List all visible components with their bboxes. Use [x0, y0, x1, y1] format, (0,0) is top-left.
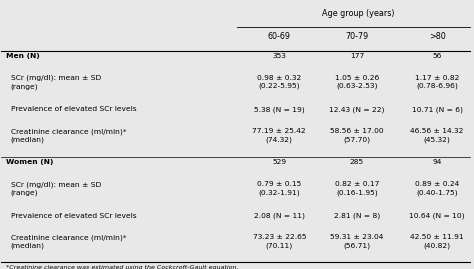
Text: Prevalence of elevated SCr levels: Prevalence of elevated SCr levels [11, 106, 137, 112]
Text: 12.43 (N = 22): 12.43 (N = 22) [329, 106, 385, 113]
Text: 2.08 (N = 11): 2.08 (N = 11) [254, 213, 305, 219]
Text: 73.23 ± 22.65
(70.11): 73.23 ± 22.65 (70.11) [253, 234, 306, 249]
Text: *Creatinine clearance was estimated using the Cockcroft-Gault equation.: *Creatinine clearance was estimated usin… [6, 266, 238, 269]
Text: 285: 285 [350, 160, 364, 165]
Text: 70-79: 70-79 [346, 32, 369, 41]
Text: SCr (mg/dl): mean ± SD
(range): SCr (mg/dl): mean ± SD (range) [11, 181, 101, 196]
Text: Creatinine clearance (ml/min)*
(median): Creatinine clearance (ml/min)* (median) [11, 128, 126, 143]
Text: 58.56 ± 17.00
(57.70): 58.56 ± 17.00 (57.70) [330, 128, 384, 143]
Text: 10.64 (N = 10): 10.64 (N = 10) [409, 213, 465, 219]
Text: 59.31 ± 23.04
(56.71): 59.31 ± 23.04 (56.71) [330, 234, 383, 249]
Text: Men (N): Men (N) [6, 53, 40, 59]
Text: 0.98 ± 0.32
(0.22-5.95): 0.98 ± 0.32 (0.22-5.95) [257, 75, 301, 89]
Text: 0.82 ± 0.17
(0.16-1.95): 0.82 ± 0.17 (0.16-1.95) [335, 181, 379, 196]
Text: 94: 94 [432, 160, 442, 165]
Text: 42.50 ± 11.91
(40.82): 42.50 ± 11.91 (40.82) [410, 234, 464, 249]
Text: 77.19 ± 25.42
(74.32): 77.19 ± 25.42 (74.32) [253, 128, 306, 143]
Text: >80: >80 [428, 32, 446, 41]
Text: Age group (years): Age group (years) [322, 9, 394, 18]
Text: 529: 529 [272, 160, 286, 165]
Text: Women (N): Women (N) [6, 160, 54, 165]
Text: Prevalence of elevated SCr levels: Prevalence of elevated SCr levels [11, 213, 137, 219]
Text: 60-69: 60-69 [268, 32, 291, 41]
Text: Creatinine clearance (ml/min)*
(median): Creatinine clearance (ml/min)* (median) [11, 234, 126, 249]
Text: 56: 56 [432, 53, 442, 59]
Text: 0.79 ± 0.15
(0.32-1.91): 0.79 ± 0.15 (0.32-1.91) [257, 181, 301, 196]
Text: 177: 177 [350, 53, 364, 59]
Text: 0.89 ± 0.24
(0.40-1.75): 0.89 ± 0.24 (0.40-1.75) [415, 181, 459, 196]
Text: 46.56 ± 14.32
(45.32): 46.56 ± 14.32 (45.32) [410, 128, 464, 143]
Text: 353: 353 [273, 53, 286, 59]
Text: 10.71 (N = 6): 10.71 (N = 6) [411, 106, 463, 113]
Text: 2.81 (N = 8): 2.81 (N = 8) [334, 213, 380, 219]
Text: 1.05 ± 0.26
(0.63-2.53): 1.05 ± 0.26 (0.63-2.53) [335, 75, 379, 89]
Text: 1.17 ± 0.82
(0.78-6.96): 1.17 ± 0.82 (0.78-6.96) [415, 75, 459, 89]
Text: SCr (mg/dl): mean ± SD
(range): SCr (mg/dl): mean ± SD (range) [11, 75, 101, 90]
Text: 5.38 (N = 19): 5.38 (N = 19) [254, 106, 305, 113]
